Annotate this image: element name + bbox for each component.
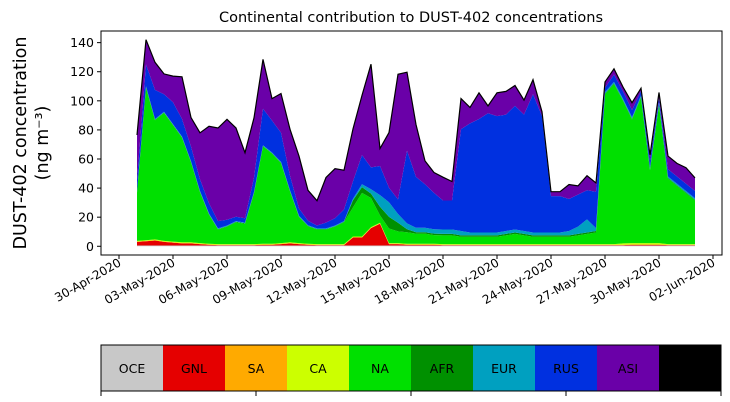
legend-swatch-na [349, 345, 411, 391]
y-tick-label: 100 [70, 93, 94, 108]
legend-swatch-sa [225, 345, 287, 391]
chart-title: Continental contribution to DUST-402 con… [219, 10, 603, 26]
x-axis: 30-Apr-202003-May-202006-May-202009-May-… [52, 255, 718, 307]
legend-label-sa: SA [248, 361, 265, 376]
y-tick-label: 20 [78, 210, 94, 225]
y-axis: 0 20 40 60 80 100 120 140 [70, 35, 101, 254]
y-tick-label: 0 [86, 239, 94, 254]
plot-frame [100, 30, 723, 256]
area-rus [137, 64, 695, 233]
legend-swatch-rus [535, 345, 597, 391]
legend-label-oce: OCE [119, 361, 146, 376]
legend-swatch-eur [473, 345, 535, 391]
y-tick-label: 140 [70, 35, 94, 50]
area-na [137, 84, 695, 245]
legend-swatch-oce [101, 345, 163, 391]
legend-label-ca: CA [309, 361, 327, 376]
y-axis-label-line2: (ng m⁻³) [33, 106, 53, 181]
color-legend-bar: OCE GNL SA CA NA AFR EUR RUS ASI AUS [100, 344, 722, 396]
area-layers [136, 39, 696, 247]
legend-swatch-ca [287, 345, 349, 391]
legend-label-eur: EUR [491, 361, 517, 376]
y-axis-label-line1: DUST-402 concentration [11, 37, 31, 250]
legend-swatch-afr [411, 345, 473, 391]
y-tick-label: 60 [78, 152, 94, 167]
y-axis-label: DUST-402 concentration (ng m⁻³) [11, 37, 53, 250]
legend-swatch-gnl [163, 345, 225, 391]
y-tick-label: 80 [78, 122, 94, 137]
legend-swatch-asi [597, 345, 659, 391]
legend-label-aus: AUS [677, 361, 703, 376]
total-outline [136, 39, 696, 202]
legend-label-rus: RUS [553, 361, 579, 376]
legend-label-asi: ASI [618, 361, 638, 376]
legend-label-na: NA [371, 361, 389, 376]
area-ca [137, 222, 695, 245]
legend-label-gnl: GNL [181, 361, 207, 376]
legend-swatch-aus [659, 345, 721, 391]
legend-label-afr: AFR [430, 361, 455, 376]
y-tick-label: 120 [70, 64, 94, 79]
area-asi [137, 39, 695, 226]
y-tick-label: 40 [78, 181, 94, 196]
area-oce [137, 245, 695, 247]
